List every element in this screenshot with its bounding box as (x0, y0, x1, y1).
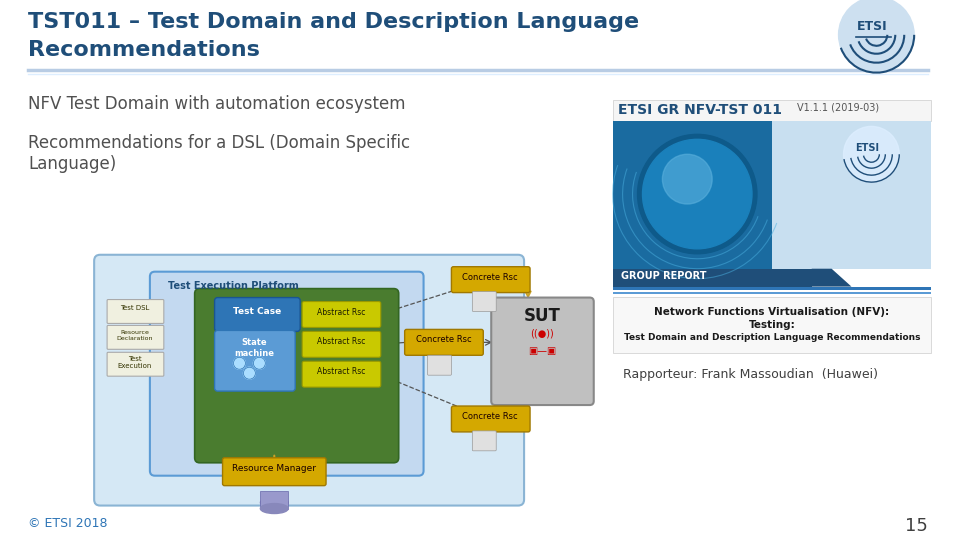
Text: Testing:: Testing: (749, 320, 795, 330)
Text: Network Functions Virtualisation (NFV):: Network Functions Virtualisation (NFV): (655, 307, 890, 316)
Text: ETSI: ETSI (855, 143, 879, 153)
Text: Recommendations for a DSL (Domain Specific
Language): Recommendations for a DSL (Domain Specif… (29, 134, 411, 173)
Text: ETSI: ETSI (856, 21, 887, 33)
Circle shape (233, 357, 246, 369)
Circle shape (244, 367, 255, 379)
Text: © ETSI 2018: © ETSI 2018 (29, 517, 108, 530)
Bar (612, 296, 931, 353)
Text: Test Domain and Description Language Recommendations: Test Domain and Description Language Rec… (624, 333, 920, 342)
Text: 15: 15 (905, 517, 928, 536)
FancyBboxPatch shape (94, 255, 524, 505)
Text: Test Case: Test Case (233, 307, 281, 315)
FancyBboxPatch shape (215, 330, 295, 391)
Text: Resource Manager: Resource Manager (232, 464, 316, 472)
Text: Test Execution Platform: Test Execution Platform (168, 281, 299, 291)
FancyBboxPatch shape (150, 272, 423, 476)
Text: V1.1.1 (2019-03): V1.1.1 (2019-03) (797, 103, 879, 112)
Circle shape (662, 154, 712, 204)
Text: Abstract Rsc: Abstract Rsc (317, 338, 365, 346)
FancyBboxPatch shape (472, 431, 496, 451)
Text: Resource
Declaration: Resource Declaration (117, 330, 154, 341)
Text: ▣—▣: ▣—▣ (528, 346, 556, 356)
Circle shape (838, 0, 914, 73)
FancyBboxPatch shape (472, 292, 496, 312)
FancyBboxPatch shape (405, 329, 483, 355)
Ellipse shape (260, 504, 288, 514)
Text: Test DSL: Test DSL (120, 305, 150, 310)
Bar (612, 292, 931, 294)
Bar (612, 287, 931, 289)
Circle shape (642, 139, 752, 249)
FancyBboxPatch shape (451, 267, 530, 293)
Text: GROUP REPORT: GROUP REPORT (620, 271, 707, 281)
Circle shape (637, 134, 756, 254)
Bar (612, 269, 812, 287)
Text: ((●)): ((●)) (530, 328, 554, 339)
Ellipse shape (260, 497, 288, 508)
Bar (260, 491, 288, 509)
Bar (772, 122, 931, 269)
Text: Concrete Rsc: Concrete Rsc (416, 335, 471, 345)
Text: Concrete Rsc: Concrete Rsc (463, 412, 518, 421)
FancyBboxPatch shape (492, 298, 593, 405)
Text: Abstract Rsc: Abstract Rsc (317, 307, 365, 316)
FancyBboxPatch shape (451, 406, 530, 432)
FancyBboxPatch shape (223, 458, 326, 485)
FancyBboxPatch shape (108, 326, 164, 349)
Text: Concrete Rsc: Concrete Rsc (463, 273, 518, 282)
Polygon shape (812, 269, 852, 287)
FancyBboxPatch shape (215, 298, 300, 332)
Bar (612, 122, 931, 269)
Text: NFV Test Domain with automation ecosystem: NFV Test Domain with automation ecosyste… (29, 94, 406, 112)
Text: Abstract Rsc: Abstract Rsc (317, 367, 365, 376)
FancyBboxPatch shape (302, 361, 381, 387)
Text: State
machine: State machine (234, 339, 275, 358)
FancyBboxPatch shape (108, 352, 164, 376)
Text: ETSI GR NFV-TST 011: ETSI GR NFV-TST 011 (617, 103, 781, 117)
Text: Test
Execution: Test Execution (118, 356, 152, 369)
Bar (612, 99, 931, 122)
FancyBboxPatch shape (302, 301, 381, 327)
Circle shape (253, 357, 265, 369)
Text: SUT: SUT (523, 307, 561, 325)
Circle shape (844, 126, 900, 182)
FancyBboxPatch shape (302, 332, 381, 357)
Text: TST011 – Test Domain and Description Language: TST011 – Test Domain and Description Lan… (29, 12, 639, 32)
FancyBboxPatch shape (427, 355, 451, 375)
Text: Recommendations: Recommendations (29, 40, 260, 60)
FancyBboxPatch shape (195, 288, 398, 463)
Text: Rapporteur: Frank Massoudian  (Huawei): Rapporteur: Frank Massoudian (Huawei) (623, 368, 877, 381)
FancyBboxPatch shape (108, 300, 164, 323)
